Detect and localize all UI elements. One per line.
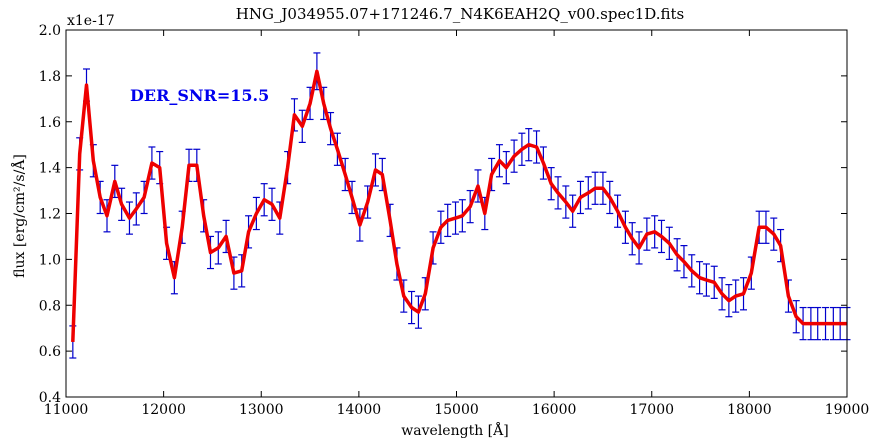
spectrum-line <box>71 69 847 342</box>
x-tick-label: 11000 <box>44 402 89 418</box>
y-tick-label: 1.6 <box>39 115 61 131</box>
y-axis-multiplier: x1e-17 <box>67 13 115 29</box>
y-tick-label: 1.8 <box>39 69 61 85</box>
x-tick-label: 18000 <box>727 402 772 418</box>
y-axis-label: flux [erg/cm²/s/Å] <box>10 154 28 278</box>
chart-title: HNG_J034955.07+171246.7_N4K6EAH2Q_v00.sp… <box>236 5 685 23</box>
y-tick-label: 0.8 <box>39 298 61 314</box>
snr-annotation: DER_SNR=15.5 <box>130 86 269 105</box>
y-tick-label: 1.0 <box>39 252 61 268</box>
x-tick-label: 12000 <box>141 402 186 418</box>
plot-area: 11000 12000 13000 14000 15000 16000 17000 18000… <box>39 23 870 418</box>
y-tick-label: 1.4 <box>39 161 61 177</box>
x-tick-label: 15000 <box>434 402 479 418</box>
y-tick-label: 0.6 <box>39 344 61 360</box>
x-tick-label: 19000 <box>825 402 870 418</box>
x-axis-label: wavelength [Å] <box>401 421 508 439</box>
x-tick-label: 17000 <box>629 402 674 418</box>
y-tick-label: 1.2 <box>39 207 61 223</box>
x-tick-label: 14000 <box>337 402 382 418</box>
x-tick-label: 13000 <box>239 402 284 418</box>
y-tick-label: 0.4 <box>39 390 61 406</box>
y-tick-label: 2.0 <box>39 23 61 39</box>
x-tick-label: 16000 <box>532 402 577 418</box>
